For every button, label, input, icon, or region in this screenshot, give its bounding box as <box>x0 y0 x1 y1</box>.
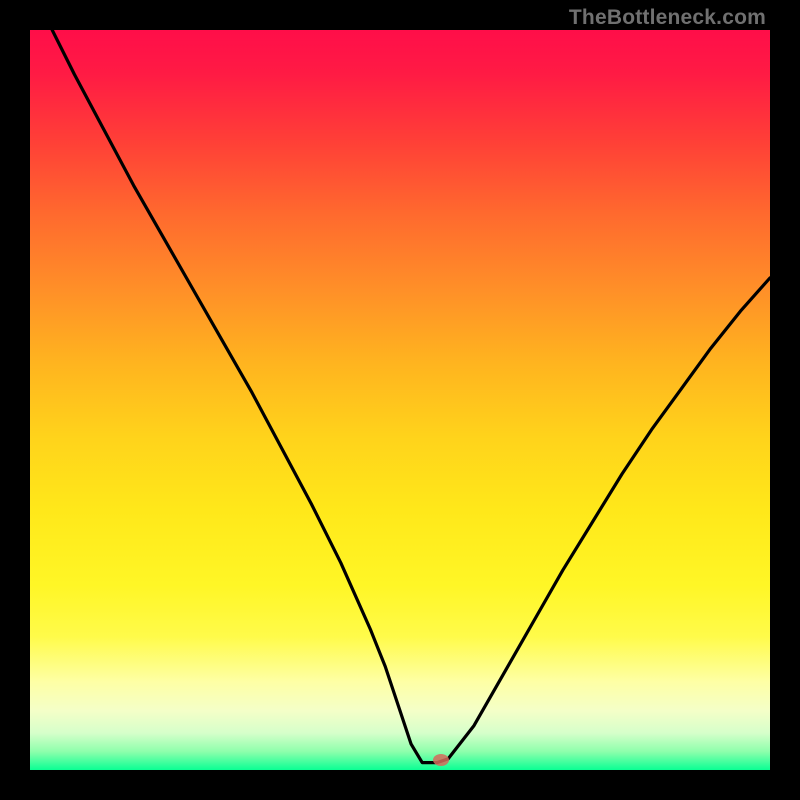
plot-area <box>30 30 770 770</box>
bottleneck-curve <box>30 30 770 770</box>
optimal-point-marker <box>433 754 449 766</box>
chart-frame: TheBottleneck.com <box>0 0 800 800</box>
watermark-text: TheBottleneck.com <box>569 6 766 30</box>
